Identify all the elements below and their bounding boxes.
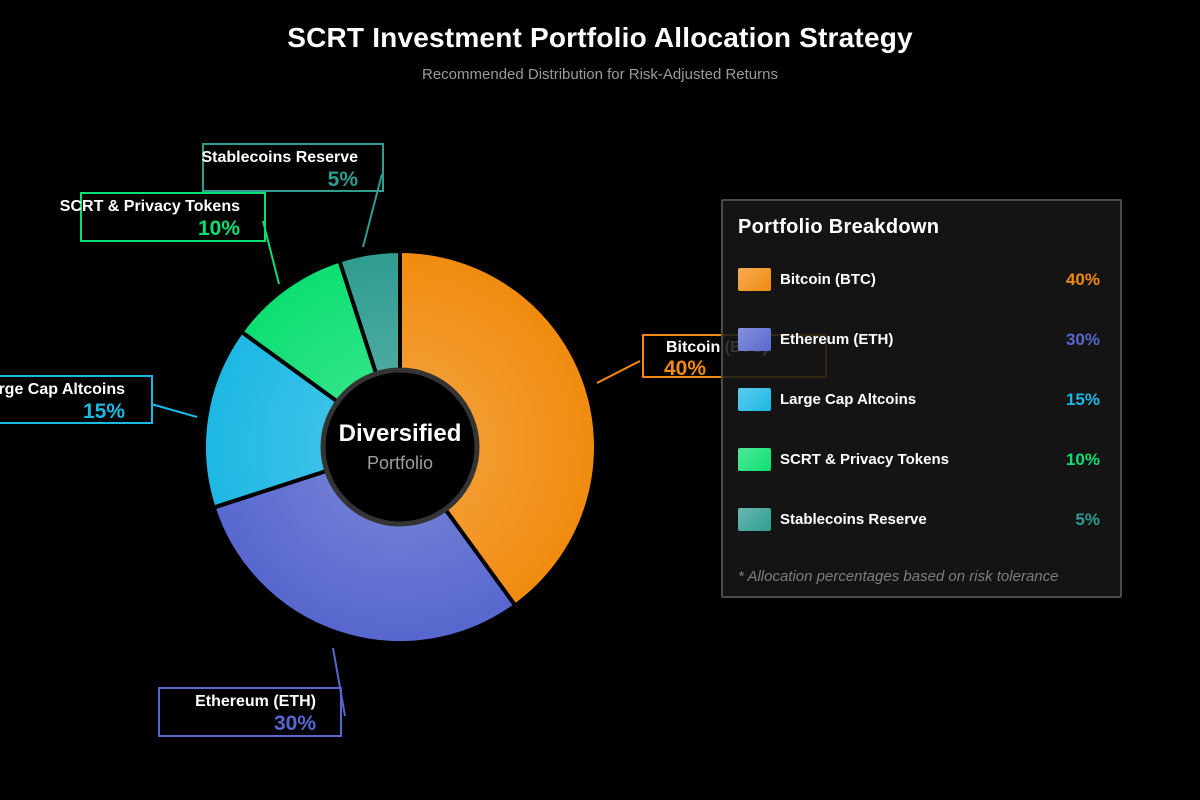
- callout-ethereum: Ethereum (ETH) 30%: [158, 687, 342, 737]
- legend-item-bitcoin: Bitcoin (BTC) 40%: [738, 268, 1100, 291]
- callout-label: Stablecoins Reserve: [201, 149, 358, 166]
- callout-line-bitcoin-btc: [596, 360, 641, 384]
- callout-label: Large Cap Altcoins: [0, 381, 125, 398]
- callout-percent: 30%: [273, 712, 316, 735]
- legend-swatch: [738, 388, 771, 411]
- callout-label: Ethereum (ETH): [195, 693, 316, 710]
- callout-percent: 10%: [197, 217, 240, 240]
- callout-percent: 5%: [327, 168, 358, 191]
- legend-label: Ethereum (ETH): [780, 331, 894, 348]
- pie-slice-bitcoin-btc: [398, 249, 598, 608]
- legend-item-scrt-privacy-tokens: SCRT & Privacy Tokens 10%: [738, 448, 1100, 471]
- legend-percent: 40%: [1065, 269, 1100, 289]
- legend-label: Stablecoins Reserve: [780, 511, 927, 528]
- donut-hole: [320, 367, 480, 527]
- portfolio-breakdown-panel: Portfolio Breakdown Bitcoin (BTC) 40% Et…: [721, 199, 1122, 598]
- center-label-line1: Diversified: [338, 420, 462, 447]
- legend-swatch: [738, 268, 771, 291]
- legend-label: Large Cap Altcoins: [780, 391, 917, 408]
- chart-header: SCRT Investment Portfolio Allocation Str…: [0, 0, 1200, 83]
- legend-item-ethereum: Ethereum (ETH) 30%: [738, 328, 1100, 351]
- callout-line-stablecoins-reserve: [362, 173, 383, 248]
- legend-swatch: [738, 448, 771, 471]
- legend-percent: 15%: [1065, 389, 1100, 409]
- legend-item-large-cap-altcoins: Large Cap Altcoins 15%: [738, 388, 1100, 411]
- callout-line-large-cap-altcoins: [150, 403, 198, 418]
- center-label-line2: Portfolio: [366, 453, 434, 473]
- legend-swatch: [738, 328, 771, 351]
- page-subtitle: Recommended Distribution for Risk-Adjust…: [422, 66, 778, 83]
- callout-leader-lines: [150, 173, 641, 717]
- callout-large-cap-altcoins: Large Cap Altcoins 15%: [0, 375, 153, 424]
- page-title: SCRT Investment Portfolio Allocation Str…: [287, 22, 913, 53]
- pie-slices: [202, 249, 598, 645]
- legend-label: SCRT & Privacy Tokens: [780, 451, 949, 468]
- panel-title: Portfolio Breakdown: [738, 216, 940, 238]
- legend-item-stablecoins-reserve: Stablecoins Reserve 5%: [738, 508, 1100, 531]
- callout-label: SCRT & Privacy Tokens: [59, 198, 240, 215]
- callout-percent: 15%: [82, 400, 125, 423]
- callout-stablecoins-reserve: Stablecoins Reserve 5%: [201, 143, 384, 192]
- legend-percent: 30%: [1065, 329, 1100, 349]
- pie-slice-large-cap-altcoins: [202, 329, 402, 510]
- callout-percent: 40%: [664, 357, 707, 380]
- panel-footnote: * Allocation percentages based on risk t…: [738, 568, 1059, 585]
- legend-percent: 5%: [1075, 509, 1100, 529]
- donut-center-label: Diversified Portfolio: [315, 420, 485, 474]
- legend-percent: 10%: [1065, 449, 1100, 469]
- callout-line-ethereum-eth: [332, 647, 346, 717]
- legend-swatch: [738, 508, 771, 531]
- legend-label: Bitcoin (BTC): [780, 271, 876, 288]
- pie-slice-ethereum-eth: [211, 445, 518, 645]
- callout-scrt-privacy-tokens: SCRT & Privacy Tokens 10%: [60, 192, 266, 242]
